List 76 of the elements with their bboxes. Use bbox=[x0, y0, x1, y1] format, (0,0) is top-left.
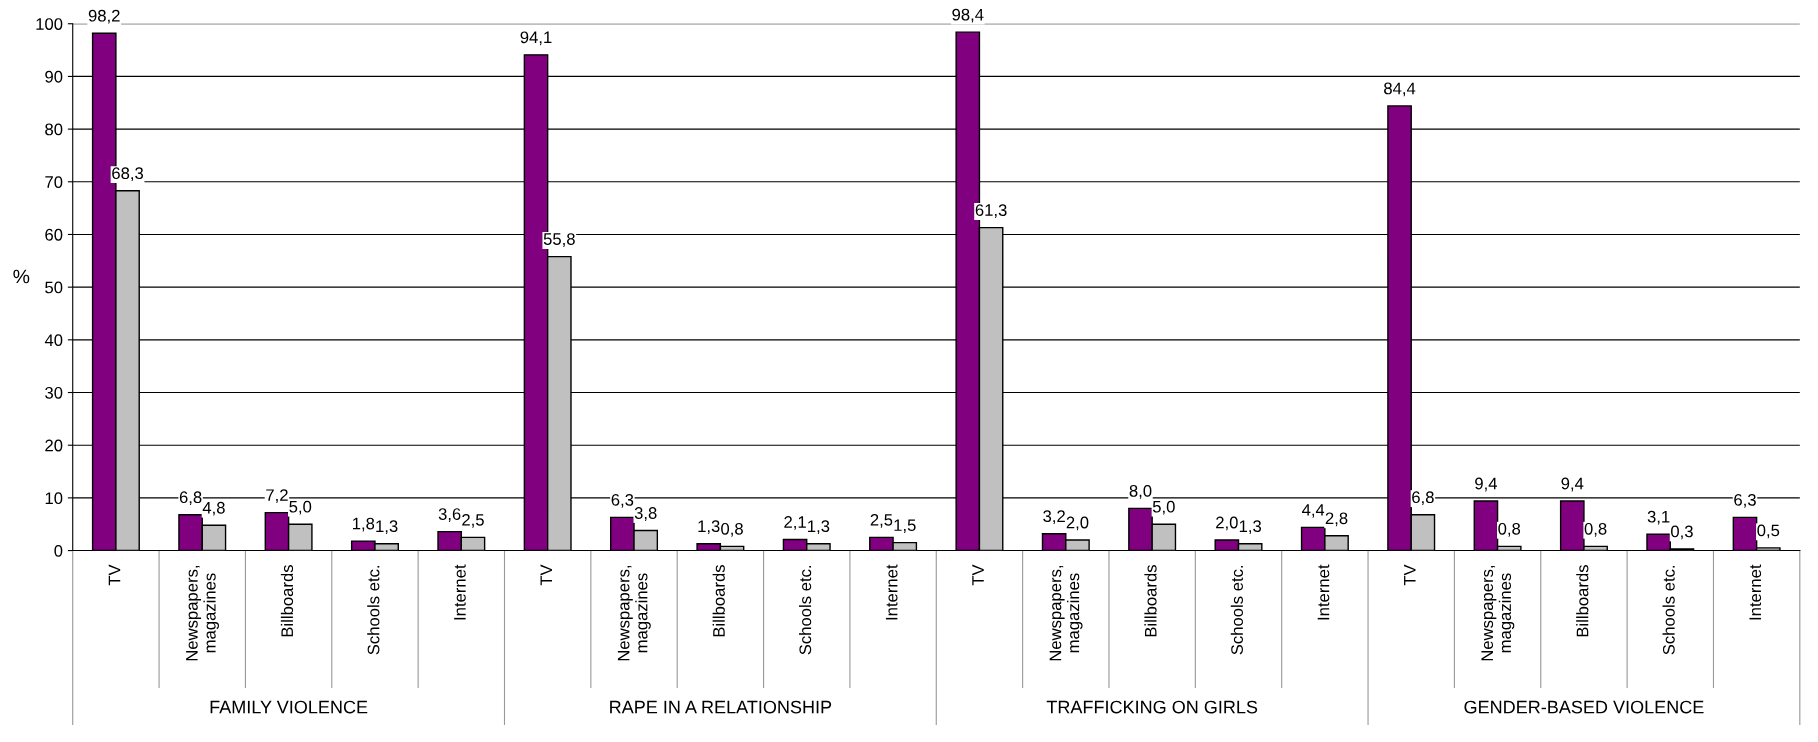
x-tick-label: Schools etc. bbox=[367, 565, 380, 655]
x-tick-label: Billboards bbox=[280, 565, 294, 637]
data-label: 98,2 bbox=[88, 9, 120, 24]
y-axis-title: % bbox=[13, 269, 30, 284]
x-tick-label: Billboards bbox=[1576, 565, 1589, 637]
data-label: 2,0 bbox=[1216, 516, 1238, 531]
text: FAMILY VIOLENCE bbox=[210, 700, 368, 714]
x-tick-label: Newspapers, magazines bbox=[1049, 565, 1083, 661]
text: RAPE IN A RELATIONSHIP bbox=[610, 700, 832, 714]
data-label: 9,4 bbox=[1561, 477, 1584, 492]
data-label: 6,8 bbox=[1412, 491, 1434, 506]
data-label: 1,3 bbox=[698, 520, 720, 535]
data-label: 6,3 bbox=[611, 493, 634, 508]
data-label: 3,2 bbox=[1043, 510, 1065, 525]
x-tick-label: Schools etc. bbox=[1230, 565, 1243, 655]
x-tick-label: Billboards bbox=[712, 565, 725, 637]
x-tick-label: Newspapers, magazines bbox=[1481, 565, 1515, 661]
data-label: 1,5 bbox=[894, 519, 916, 533]
data-label: 7,2 bbox=[266, 489, 288, 503]
data-label: 61,3 bbox=[975, 204, 1007, 218]
y-tick-label: 60 bbox=[45, 228, 63, 241]
data-label: 5,0 bbox=[1152, 500, 1175, 515]
data-label: 1,8 bbox=[352, 517, 375, 532]
x-tick-label: Billboards bbox=[1144, 565, 1157, 637]
data-label: 6,3 bbox=[1734, 493, 1756, 508]
x-tick-label: TV bbox=[1404, 564, 1416, 586]
data-label: 3,6 bbox=[438, 508, 461, 522]
y-tick-label: 40 bbox=[44, 334, 63, 347]
data-label: 5,0 bbox=[289, 500, 312, 515]
data-label: 55,8 bbox=[543, 233, 575, 247]
data-label: 94,1 bbox=[520, 31, 552, 46]
x-tick-label: Newspapers, magazines bbox=[186, 565, 219, 661]
data-label: 2,5 bbox=[870, 513, 893, 528]
x-tick-label: Internet bbox=[1317, 564, 1330, 620]
data-label: 4,4 bbox=[1302, 504, 1325, 518]
x-tick-label: Newspapers, magazines bbox=[617, 565, 651, 661]
y-tick-label: 0 bbox=[54, 544, 63, 557]
data-label: 0,8 bbox=[1584, 522, 1607, 537]
data-label: 6,8 bbox=[179, 491, 202, 506]
text: GENDER-BASED VIOLENCE bbox=[1464, 700, 1704, 714]
data-label: 98,4 bbox=[952, 8, 984, 23]
text: TRAFFICKING ON GIRLS bbox=[1046, 700, 1258, 714]
y-tick-label: 100 bbox=[36, 18, 63, 30]
data-label: 0,5 bbox=[1757, 524, 1780, 539]
y-tick-label: 80 bbox=[45, 123, 63, 136]
x-tick-label: Internet bbox=[454, 564, 466, 620]
data-label: 9,4 bbox=[1475, 477, 1498, 492]
data-label: 0,8 bbox=[721, 522, 743, 537]
y-tick-label: 50 bbox=[45, 281, 63, 294]
data-label: 2,0 bbox=[1066, 516, 1089, 531]
data-label: 3,8 bbox=[634, 507, 657, 521]
data-label: 1,3 bbox=[808, 520, 830, 535]
data-label: 3,1 bbox=[1647, 510, 1670, 525]
data-label: 2,5 bbox=[462, 513, 484, 528]
x-tick-label: Internet bbox=[885, 564, 898, 620]
y-tick-label: 70 bbox=[45, 176, 63, 188]
x-tick-label: Internet bbox=[1749, 564, 1762, 620]
data-label: 1,3 bbox=[1239, 520, 1262, 535]
data-label: 0,8 bbox=[1498, 522, 1521, 537]
y-tick-label: 90 bbox=[45, 70, 63, 83]
data-label: 0,3 bbox=[1671, 525, 1693, 540]
data-label: 2,1 bbox=[784, 516, 806, 530]
data-label: 1,3 bbox=[376, 520, 398, 535]
data-label: 8,0 bbox=[1129, 484, 1152, 499]
x-tick-label: TV bbox=[972, 564, 984, 586]
x-tick-label: TV bbox=[108, 564, 121, 586]
data-label: 84,4 bbox=[1384, 82, 1416, 97]
x-tick-label: TV bbox=[540, 564, 552, 586]
data-label: 2,8 bbox=[1325, 512, 1348, 527]
data-label: 4,8 bbox=[202, 501, 225, 516]
x-tick-label: Schools etc. bbox=[1662, 565, 1675, 655]
data-label: 68,3 bbox=[112, 167, 144, 182]
y-tick-label: 30 bbox=[45, 386, 63, 399]
y-tick-label: 20 bbox=[45, 439, 63, 452]
x-tick-label: Schools etc. bbox=[798, 565, 812, 655]
y-tick-label: 10 bbox=[45, 492, 63, 505]
